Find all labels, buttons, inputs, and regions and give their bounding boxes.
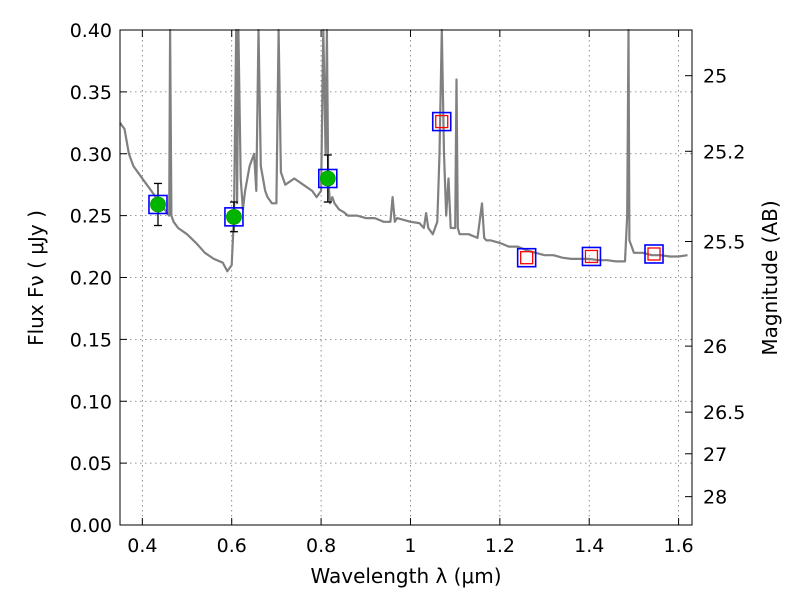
- grid-lines: [120, 29, 692, 526]
- right-tick-label: 28: [703, 487, 727, 509]
- upper-limit-point: [584, 249, 599, 264]
- observed-point: [226, 208, 242, 225]
- y-axis-label: Flux Fν ( μJy ): [24, 210, 48, 346]
- upper-limit-point: [647, 247, 661, 261]
- right-tick-label: 26.5: [703, 402, 745, 424]
- spectrum-line: [119, 28, 688, 273]
- model-flux-box: [148, 194, 168, 215]
- y-tick-label: 0.40: [70, 20, 112, 42]
- x-tick-label: 1.4: [574, 535, 604, 557]
- upper-limit-point: [520, 251, 534, 265]
- y-tick-label: 0.05: [70, 453, 112, 475]
- y-tick-label: 0.15: [70, 329, 112, 351]
- right-tick-label: 27: [703, 444, 727, 466]
- right-tick-label: 25.5: [703, 232, 745, 254]
- x-tick-label: 0.8: [306, 535, 336, 557]
- right-tick-label: 26: [703, 336, 727, 358]
- y-tick-label: 0.25: [70, 206, 112, 228]
- upper-limit-point: [435, 114, 449, 129]
- y-tick-label: 0.35: [70, 82, 112, 104]
- y-tick-label: 0.00: [70, 515, 112, 537]
- x-axis-label: Wavelength λ (μm): [310, 564, 501, 588]
- observed-point: [150, 196, 166, 213]
- model-flux-box: [317, 168, 338, 189]
- model-flux-box: [516, 247, 537, 268]
- right-tick-label: 25.2: [703, 141, 745, 163]
- x-tick-label: 1: [404, 535, 416, 557]
- y-axis-right-label: Magnitude (AB): [758, 200, 782, 355]
- observed-point: [319, 170, 336, 187]
- photometry-points: [148, 111, 664, 268]
- y-tick-label: 0.20: [70, 268, 112, 290]
- x-tick-label: 1.6: [663, 535, 693, 557]
- y-tick-label: 0.10: [70, 391, 112, 413]
- model-flux-box: [644, 244, 664, 264]
- model-spectrum: [119, 28, 688, 273]
- x-tick-label: 1.2: [485, 535, 515, 557]
- model-flux-box: [581, 246, 602, 267]
- y-tick-label: 0.30: [70, 144, 112, 166]
- axis-ticks: 0.4 0.6 0.8 1 1.2 1.4 1.6 0.00 0.05 0.10 0.15 0.20 0…: [70, 20, 746, 557]
- x-tick-label: 0.6: [217, 535, 247, 557]
- right-tick-label: 25: [703, 66, 727, 88]
- model-flux-box: [224, 207, 244, 227]
- x-tick-label: 0.4: [127, 535, 157, 557]
- model-flux-box: [431, 111, 452, 132]
